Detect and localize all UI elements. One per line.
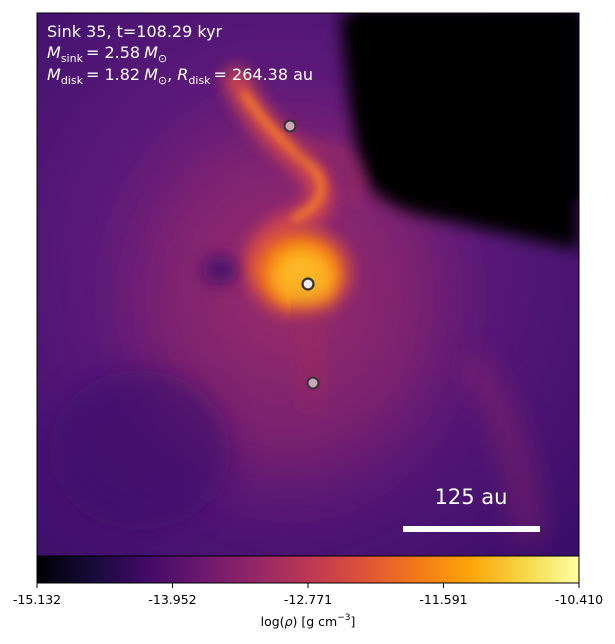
- colorbar: [36, 555, 580, 584]
- sink-marker-upper: [283, 119, 297, 133]
- colorbar-tick-label: -13.952: [148, 592, 196, 607]
- colorbar-tick-label: -15.132: [13, 592, 61, 607]
- colorbar-tick-label: -12.771: [284, 592, 332, 607]
- sink-marker-central: [301, 277, 315, 291]
- scale-bar: [403, 526, 540, 532]
- sink-markers: [283, 119, 320, 390]
- sink-mass-label: Msink = 2.58 M⊙: [47, 43, 167, 65]
- colorbar-tick-label: -11.591: [419, 592, 467, 607]
- colorbar-tick-label: -10.410: [555, 592, 603, 607]
- sink-marker-lower: [306, 376, 320, 390]
- scale-bar-label: 125 au: [435, 485, 508, 509]
- density-map: [37, 13, 579, 556]
- disk-properties-label: Mdisk = 1.82 M⊙, Rdisk = 264.38 au: [47, 65, 313, 87]
- colorbar-ticks: [36, 583, 580, 588]
- colorbar-label: log(ρ) [g cm−3]: [261, 613, 356, 629]
- panel-title: Sink 35, t=108.29 kyr: [47, 22, 223, 41]
